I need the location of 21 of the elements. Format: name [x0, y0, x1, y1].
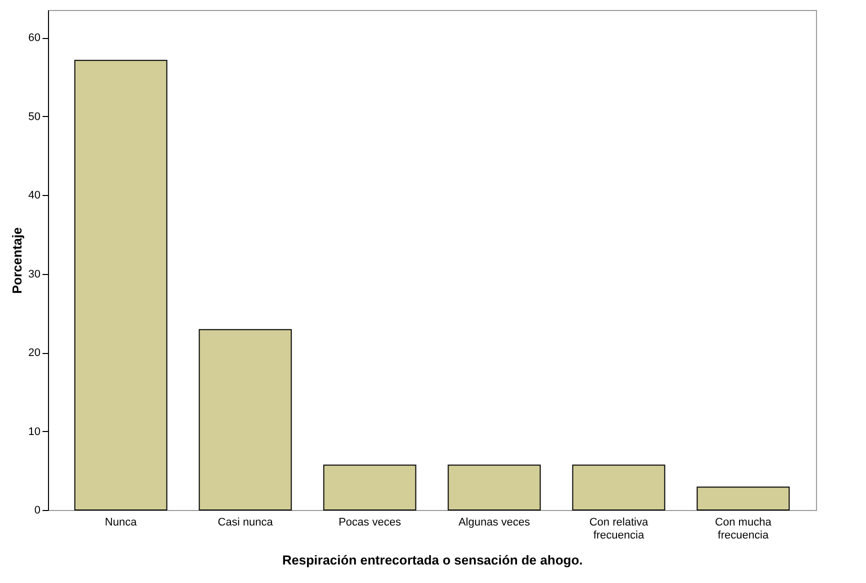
x-tick-label: Con relativa frecuencia [589, 516, 649, 542]
bar [323, 464, 416, 510]
bar [448, 464, 541, 510]
bar [696, 486, 790, 510]
x-tick-label: Nunca [104, 516, 138, 528]
y-tick-label: 60 [28, 32, 40, 44]
bar [198, 329, 292, 510]
x-tick-label: Con mucha frecuencia [715, 516, 772, 542]
y-tick-label: 20 [28, 347, 40, 360]
y-tick-label: 10 [28, 426, 40, 438]
bar [74, 60, 168, 510]
x-tick-label: Pocas veces [338, 516, 402, 528]
y-tick-label: 30 [28, 268, 40, 280]
y-tick-label: 0 [34, 504, 40, 516]
x-axis-title: Respiración entrecortada o sensación de ahogo. [282, 552, 583, 568]
y-tick-label: 50 [28, 110, 40, 123]
x-tick-label: Casi nunca [218, 516, 274, 528]
bar [572, 464, 666, 510]
y-tick-label: 40 [28, 190, 40, 202]
y-axis-title: Porcentaje [9, 227, 24, 294]
x-tick-label: Algunas veces [458, 516, 531, 528]
